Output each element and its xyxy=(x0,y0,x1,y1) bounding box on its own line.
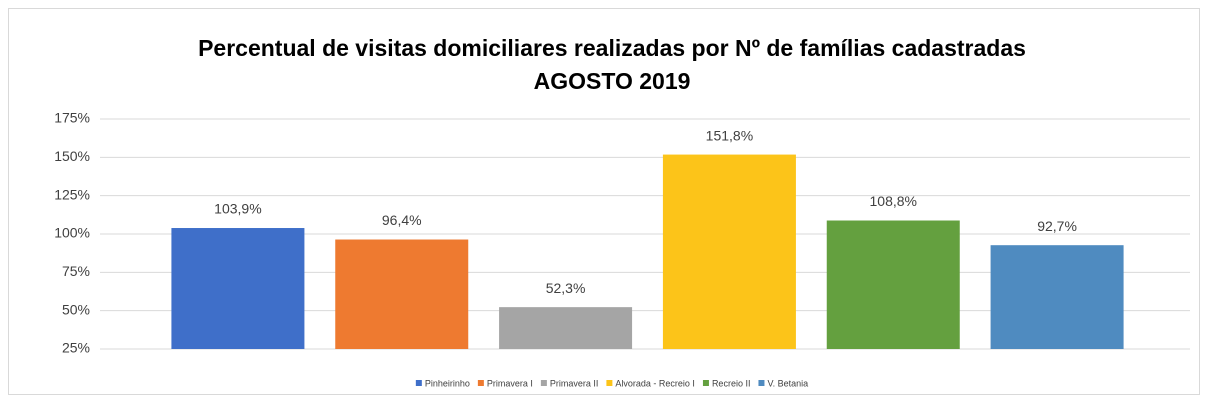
bar xyxy=(335,239,469,349)
legend-label: Pinheirinho xyxy=(425,378,470,388)
bar xyxy=(826,220,960,349)
legend-swatch xyxy=(540,380,547,386)
y-tick-label: 175% xyxy=(54,110,90,126)
legend-label: Primavera I xyxy=(487,378,533,388)
bar xyxy=(662,154,796,349)
data-label: 108,8% xyxy=(870,193,917,209)
legend-label: V. Betania xyxy=(767,378,808,388)
legend-label: Recreio II xyxy=(712,378,751,388)
y-tick-label: 50% xyxy=(62,301,90,317)
legend-swatch xyxy=(702,380,709,386)
y-tick-label: 75% xyxy=(62,263,90,279)
y-tick-label: 150% xyxy=(54,148,90,164)
legend-label: Primavera II xyxy=(550,378,599,388)
data-label: 103,9% xyxy=(214,201,261,217)
chart-title: AGOSTO 2019 xyxy=(534,68,691,94)
legend-swatch xyxy=(606,380,613,386)
data-label: 151,8% xyxy=(706,127,753,143)
chart-title: Percentual de visitas domiciliares reali… xyxy=(198,35,1026,61)
legend-label: Alvorada - Recreio I xyxy=(615,378,695,388)
data-label: 92,7% xyxy=(1037,218,1077,234)
bar xyxy=(499,307,633,349)
data-label: 96,4% xyxy=(382,212,422,228)
y-tick-label: 25% xyxy=(62,340,90,356)
bar xyxy=(990,245,1124,349)
y-tick-label: 100% xyxy=(54,225,90,241)
legend-swatch xyxy=(415,380,422,386)
y-tick-label: 125% xyxy=(54,186,90,202)
legend-swatch xyxy=(758,380,765,386)
legend-swatch xyxy=(477,380,484,386)
bar xyxy=(171,228,305,349)
data-label: 52,3% xyxy=(546,280,586,296)
